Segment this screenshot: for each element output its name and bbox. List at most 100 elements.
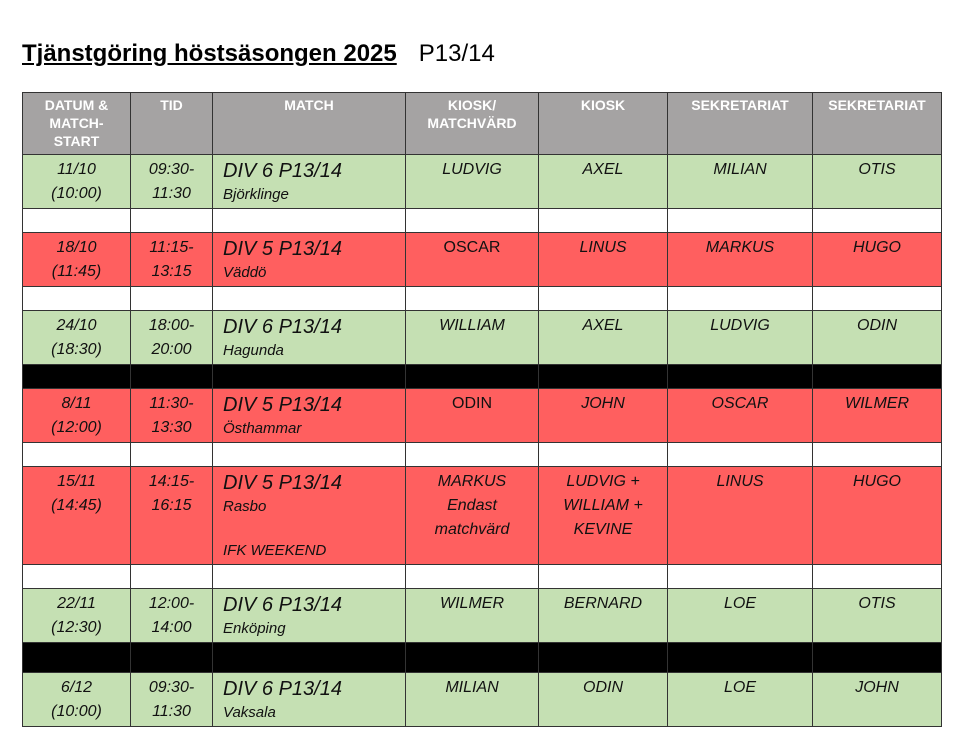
spacer-cell — [667, 208, 813, 233]
kiosk-name: LINUS — [579, 239, 627, 256]
spacer-cell — [667, 286, 813, 311]
match-cell: DIV 6 P13/14 Hagunda — [212, 310, 406, 365]
secretariat-1-cell: LINUS — [667, 466, 813, 565]
match-start: (12:00) — [51, 419, 102, 436]
date-cell: 11/10 (10:00) — [22, 154, 131, 209]
spacer-cell — [812, 564, 942, 589]
time-end: 20:00 — [151, 341, 192, 358]
spacer-cell — [538, 286, 668, 311]
kiosk-host-name: OSCAR — [443, 239, 501, 256]
spacer-cell — [212, 286, 406, 311]
kiosk-host-name: ODIN — [452, 395, 492, 412]
kiosk-cell: LUDVIG + WILLIAM + KEVINE — [538, 466, 668, 565]
date: 6/12 — [60, 679, 93, 696]
spacer-cell — [812, 442, 942, 467]
match-start: (12:30) — [51, 619, 102, 636]
spacer-row — [22, 286, 942, 311]
kiosk-host-cell: MILIAN — [405, 672, 539, 727]
opponent: Vaksala — [223, 704, 276, 721]
secretariat-name: LOE — [723, 679, 756, 696]
kiosk-host-note: Endast — [447, 497, 497, 514]
date: 18/10 — [56, 239, 97, 256]
match-cell: DIV 5 P13/14 Väddö — [212, 232, 406, 287]
spacer-cell — [130, 642, 213, 673]
time-end: 13:30 — [151, 419, 192, 436]
spacer-cell — [212, 364, 406, 389]
time-cell: 12:00- 14:00 — [130, 588, 213, 643]
col-header-kiosk: KIOSK — [538, 92, 668, 155]
spacer-cell — [667, 364, 813, 389]
date-cell: 15/11 (14:45) — [22, 466, 131, 565]
table-row: 11/10 (10:00) 09:30- 11:30 DIV 6 P13/14 Bjö… — [22, 154, 942, 209]
kiosk-cell: BERNARD — [538, 588, 668, 643]
match-cell: DIV 6 P13/14 Enköping — [212, 588, 406, 643]
secretariat-2-cell: HUGO — [812, 466, 942, 565]
kiosk-host-cell: WILLIAM — [405, 310, 539, 365]
opponent: Östhammar — [223, 420, 302, 437]
date: 24/10 — [56, 317, 97, 334]
secretariat-name: MILIAN — [713, 161, 767, 178]
separator-row — [22, 364, 942, 389]
match-start: (14:45) — [51, 497, 102, 514]
spacer-cell — [667, 442, 813, 467]
spacer-cell — [22, 208, 131, 233]
schedule-table: DATUM & MATCH-START TID MATCH KIOSK/ MAT… — [22, 92, 942, 727]
match-cell: DIV 6 P13/14 Vaksala — [212, 672, 406, 727]
secretariat-name: WILMER — [845, 395, 909, 412]
spacer-cell — [538, 208, 668, 233]
spacer-cell — [405, 442, 539, 467]
secretariat-1-cell: LOE — [667, 588, 813, 643]
spacer-cell — [538, 642, 668, 673]
event-note: IFK WEEKEND — [223, 542, 327, 559]
kiosk-host-name: LUDVIG — [442, 161, 502, 178]
time-start: 11:30- — [149, 395, 194, 412]
spacer-cell — [22, 564, 131, 589]
date-cell: 18/10 (11:45) — [22, 232, 131, 287]
secretariat-2-cell: ODIN — [812, 310, 942, 365]
time-start: 09:30- — [148, 161, 195, 178]
opponent: Enköping — [223, 620, 286, 637]
col-header-kiosk-host: KIOSK/ MATCHVÄRD — [405, 92, 539, 155]
table-row: 6/12 (10:00) 09:30- 11:30 DIV 6 P13/14 Vaks… — [22, 672, 942, 727]
division: DIV 6 P13/14 — [223, 678, 342, 700]
time-cell: 18:00- 20:00 — [130, 310, 213, 365]
time-cell: 11:30- 13:30 — [130, 388, 213, 443]
kiosk-host-cell: MARKUS Endast matchvärd — [405, 466, 539, 565]
time-cell: 09:30- 11:30 — [130, 154, 213, 209]
match-cell: DIV 5 P13/14 Rasbo IFK WEEKEND — [212, 466, 406, 565]
time-start: 09:30- — [148, 679, 195, 696]
kiosk-host-cell: OSCAR — [405, 232, 539, 287]
division: DIV 5 P13/14 — [223, 238, 342, 260]
kiosk-host-note: matchvärd — [434, 521, 510, 538]
kiosk-name: WILLIAM + — [563, 497, 643, 514]
spacer-cell — [405, 286, 539, 311]
spacer-cell — [405, 564, 539, 589]
opponent: Björklinge — [223, 186, 289, 203]
division: DIV 5 P13/14 — [223, 394, 342, 416]
col-header-time: TID — [130, 92, 213, 155]
kiosk-cell: ODIN — [538, 672, 668, 727]
time-cell: 14:15- 16:15 — [130, 466, 213, 565]
kiosk-name: BERNARD — [563, 595, 643, 612]
time-end: 16:15 — [151, 497, 192, 514]
time-start: 12:00- — [148, 595, 195, 612]
spacer-cell — [812, 364, 942, 389]
title-main: Tjänstgöring höstsäsongen 2025 — [22, 40, 397, 67]
time-cell: 11:15- 13:15 — [130, 232, 213, 287]
spacer-cell — [130, 564, 213, 589]
opponent: Hagunda — [223, 342, 284, 359]
spacer-cell — [538, 442, 668, 467]
kiosk-name: AXEL — [582, 317, 624, 334]
match-start: (10:00) — [51, 185, 102, 202]
kiosk-host-cell: ODIN — [405, 388, 539, 443]
date: 8/11 — [61, 395, 92, 412]
spacer-cell — [22, 642, 131, 673]
kiosk-name: AXEL — [582, 161, 624, 178]
spacer-cell — [212, 208, 406, 233]
date: 11/10 — [57, 161, 96, 178]
kiosk-name: KEVINE — [573, 521, 633, 538]
spacer-cell — [405, 642, 539, 673]
division: DIV 6 P13/14 — [223, 160, 342, 182]
secretariat-1-cell: LUDVIG — [667, 310, 813, 365]
col-header-match: MATCH — [212, 92, 406, 155]
